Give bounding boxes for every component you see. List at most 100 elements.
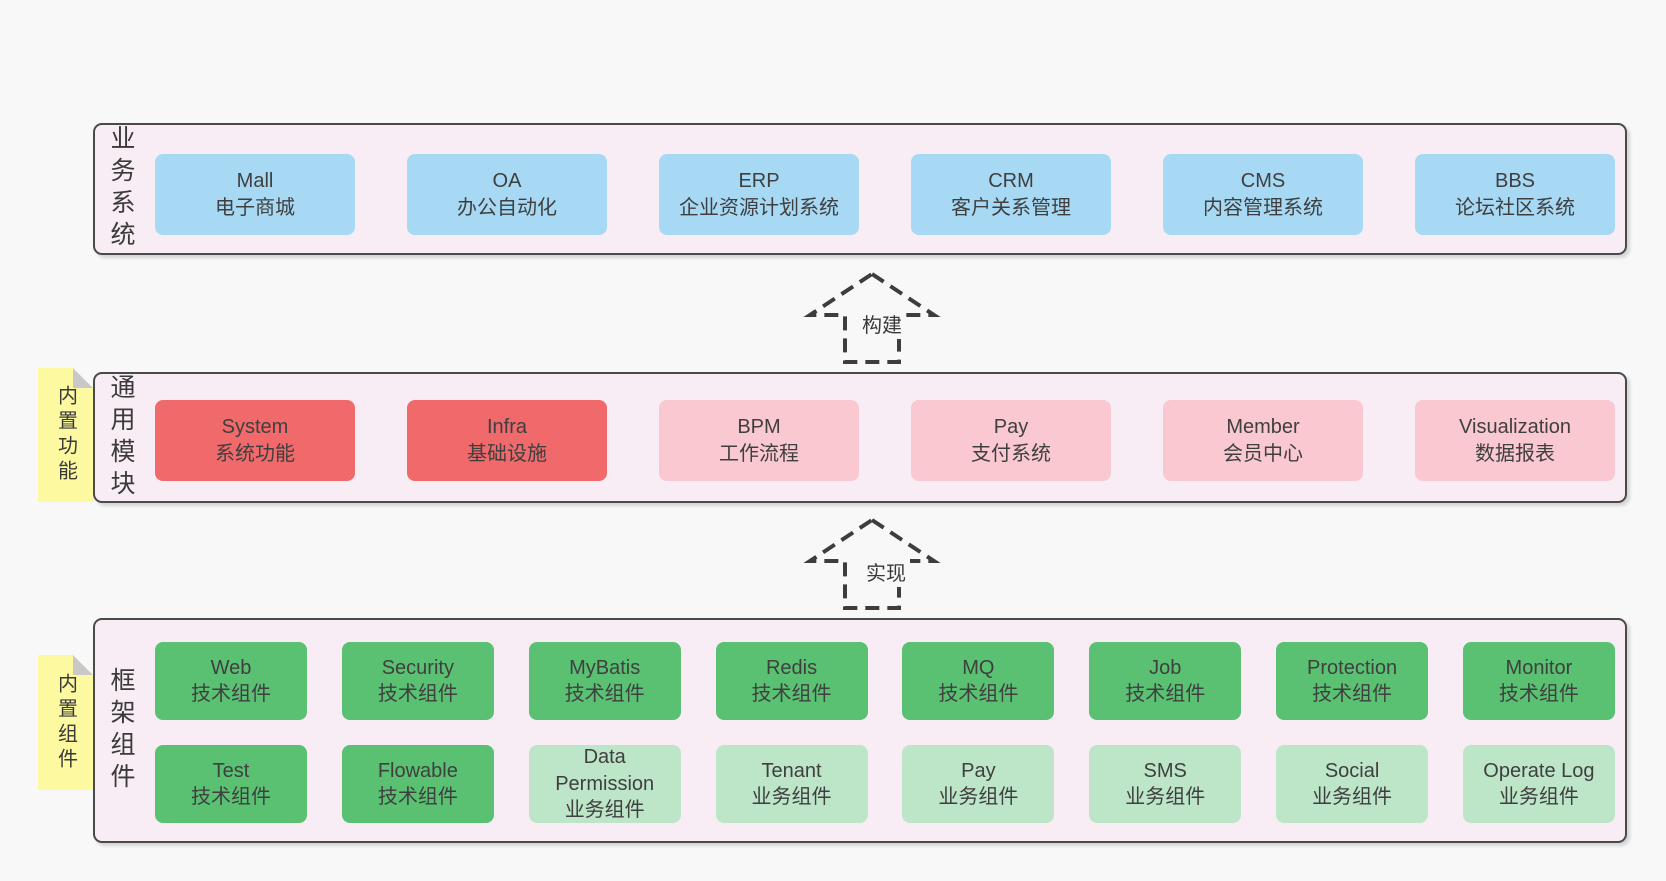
band-common-modules: 通用模块 System 系统功能 Infra 基础设施 BPM 工作流程 Pay… — [93, 372, 1627, 503]
box-oa: OA 办公自动化 — [407, 154, 607, 235]
sticky-note-builtin-components: 内置组件 — [38, 655, 93, 790]
box-desc: 技术组件 — [377, 683, 458, 705]
box-name: BPM — [737, 416, 781, 439]
box-desc: 业务组件 — [1312, 786, 1393, 808]
box-desc: 系统功能 — [215, 442, 295, 465]
up-arrow-icon — [803, 271, 941, 364]
box-erp: ERP 企业资源计划系统 — [659, 154, 859, 235]
box-desc: 业务组件 — [1125, 786, 1206, 808]
box-tenant: Tenant 业务组件 — [715, 745, 868, 823]
box-flowable: Flowable 技术组件 — [341, 745, 494, 823]
box-desc: 基础设施 — [467, 442, 547, 465]
box-name: CRM — [988, 170, 1034, 193]
box-name: Social — [1324, 759, 1380, 782]
box-name: Job — [1149, 656, 1182, 679]
box-desc: 技术组件 — [377, 786, 458, 808]
arrow-implement: 实现 — [792, 516, 952, 612]
box-name: Infra — [486, 416, 528, 439]
box-desc: 会员中心 — [1223, 442, 1303, 465]
box-member: Member 会员中心 — [1163, 400, 1363, 481]
box-mall: Mall 电子商城 — [155, 154, 355, 235]
box-name: Test — [212, 759, 250, 782]
box-name: MyBatis — [569, 656, 641, 679]
box-name: Data Permission — [555, 746, 655, 795]
box-data-permission: Data Permission 业务组件 — [528, 745, 681, 823]
band-framework-components: 框架组件 Web 技术组件 Security 技术组件 MyBatis 技术组件… — [93, 618, 1627, 843]
arrow-build-label: 构建 — [858, 308, 906, 339]
box-name: CMS — [1240, 170, 1286, 193]
box-name: OA — [492, 170, 522, 193]
box-redis: Redis 技术组件 — [715, 642, 868, 720]
box-name: Operate Log — [1483, 759, 1595, 782]
sticky-text: 内置组件 — [54, 672, 77, 773]
box-name: Member — [1226, 416, 1300, 439]
box-crm: CRM 客户关系管理 — [911, 154, 1111, 235]
box-test: Test 技术组件 — [155, 745, 307, 823]
box-name: Mall — [236, 170, 274, 193]
box-system: System 系统功能 — [155, 400, 355, 481]
box-name: Visualization — [1459, 416, 1571, 439]
band-components-label: 框架组件 — [107, 666, 135, 795]
box-name: Monitor — [1505, 656, 1573, 679]
box-desc: 技术组件 — [191, 683, 271, 705]
box-desc: 技术组件 — [1312, 683, 1393, 705]
box-mq: MQ 技术组件 — [902, 642, 1055, 720]
box-desc: 业务组件 — [938, 786, 1019, 808]
box-job: Job 技术组件 — [1089, 642, 1242, 720]
box-desc: 客户关系管理 — [951, 196, 1071, 219]
box-desc: 技术组件 — [564, 683, 645, 705]
box-monitor: Monitor 技术组件 — [1462, 642, 1615, 720]
box-desc: 业务组件 — [1498, 786, 1579, 808]
box-desc: 技术组件 — [191, 786, 271, 808]
box-sms: SMS 业务组件 — [1089, 745, 1242, 823]
box-pay-module: Pay 支付系统 — [911, 400, 1111, 481]
box-social: Social 业务组件 — [1276, 745, 1429, 823]
box-desc: 电子商城 — [215, 196, 295, 219]
sticky-text: 内置功能 — [54, 385, 77, 485]
box-cms: CMS 内容管理系统 — [1163, 154, 1363, 235]
box-desc: 企业资源计划系统 — [679, 196, 839, 219]
band-business-label: 业务系统 — [107, 125, 135, 253]
up-arrow-icon — [803, 517, 941, 610]
folded-corner-icon — [73, 368, 93, 388]
box-desc: 支付系统 — [971, 442, 1051, 465]
box-name: Web — [210, 656, 252, 679]
box-desc: 技术组件 — [938, 683, 1019, 705]
band-business-systems: 业务系统 Mall 电子商城 OA 办公自动化 ERP 企业资源计划系统 CRM… — [93, 123, 1627, 255]
box-pay-component: Pay 业务组件 — [902, 745, 1055, 823]
box-operate-log: Operate Log 业务组件 — [1462, 745, 1615, 823]
arrow-implement-label: 实现 — [862, 556, 910, 587]
box-desc: 办公自动化 — [457, 196, 557, 219]
box-name: SMS — [1143, 759, 1187, 782]
components-row-1: Web 技术组件 Security 技术组件 MyBatis 技术组件 Redi… — [155, 642, 1615, 720]
box-name: Security — [381, 656, 454, 679]
box-name: System — [221, 416, 289, 439]
box-name: Flowable — [377, 759, 458, 782]
box-web: Web 技术组件 — [155, 642, 307, 720]
box-name: Pay — [961, 759, 996, 782]
box-name: ERP — [738, 170, 780, 193]
box-desc: 内容管理系统 — [1203, 196, 1323, 219]
band-modules-label: 通用模块 — [107, 373, 135, 502]
box-visualization: Visualization 数据报表 — [1415, 400, 1615, 481]
box-desc: 数据报表 — [1475, 442, 1555, 465]
box-name: Redis — [765, 656, 818, 679]
box-bbs: BBS 论坛社区系统 — [1415, 154, 1615, 235]
box-security: Security 技术组件 — [341, 642, 494, 720]
box-name: Protection — [1307, 656, 1398, 679]
components-row-2: Test 技术组件 Flowable 技术组件 Data Permission … — [155, 745, 1615, 823]
box-mybatis: MyBatis 技术组件 — [528, 642, 681, 720]
box-protection: Protection 技术组件 — [1276, 642, 1429, 720]
box-bpm: BPM 工作流程 — [659, 400, 859, 481]
box-desc: 业务组件 — [751, 786, 832, 808]
box-desc: 工作流程 — [719, 442, 799, 465]
arrow-build: 构建 — [792, 270, 952, 366]
business-box-row: Mall 电子商城 OA 办公自动化 ERP 企业资源计划系统 CRM 客户关系… — [155, 154, 1615, 235]
box-desc: 业务组件 — [564, 799, 645, 822]
sticky-note-builtin-features: 内置功能 — [38, 368, 93, 502]
folded-corner-icon — [73, 655, 93, 675]
box-name: MQ — [962, 656, 995, 679]
box-desc: 技术组件 — [751, 683, 832, 705]
box-name: Tenant — [761, 759, 822, 782]
